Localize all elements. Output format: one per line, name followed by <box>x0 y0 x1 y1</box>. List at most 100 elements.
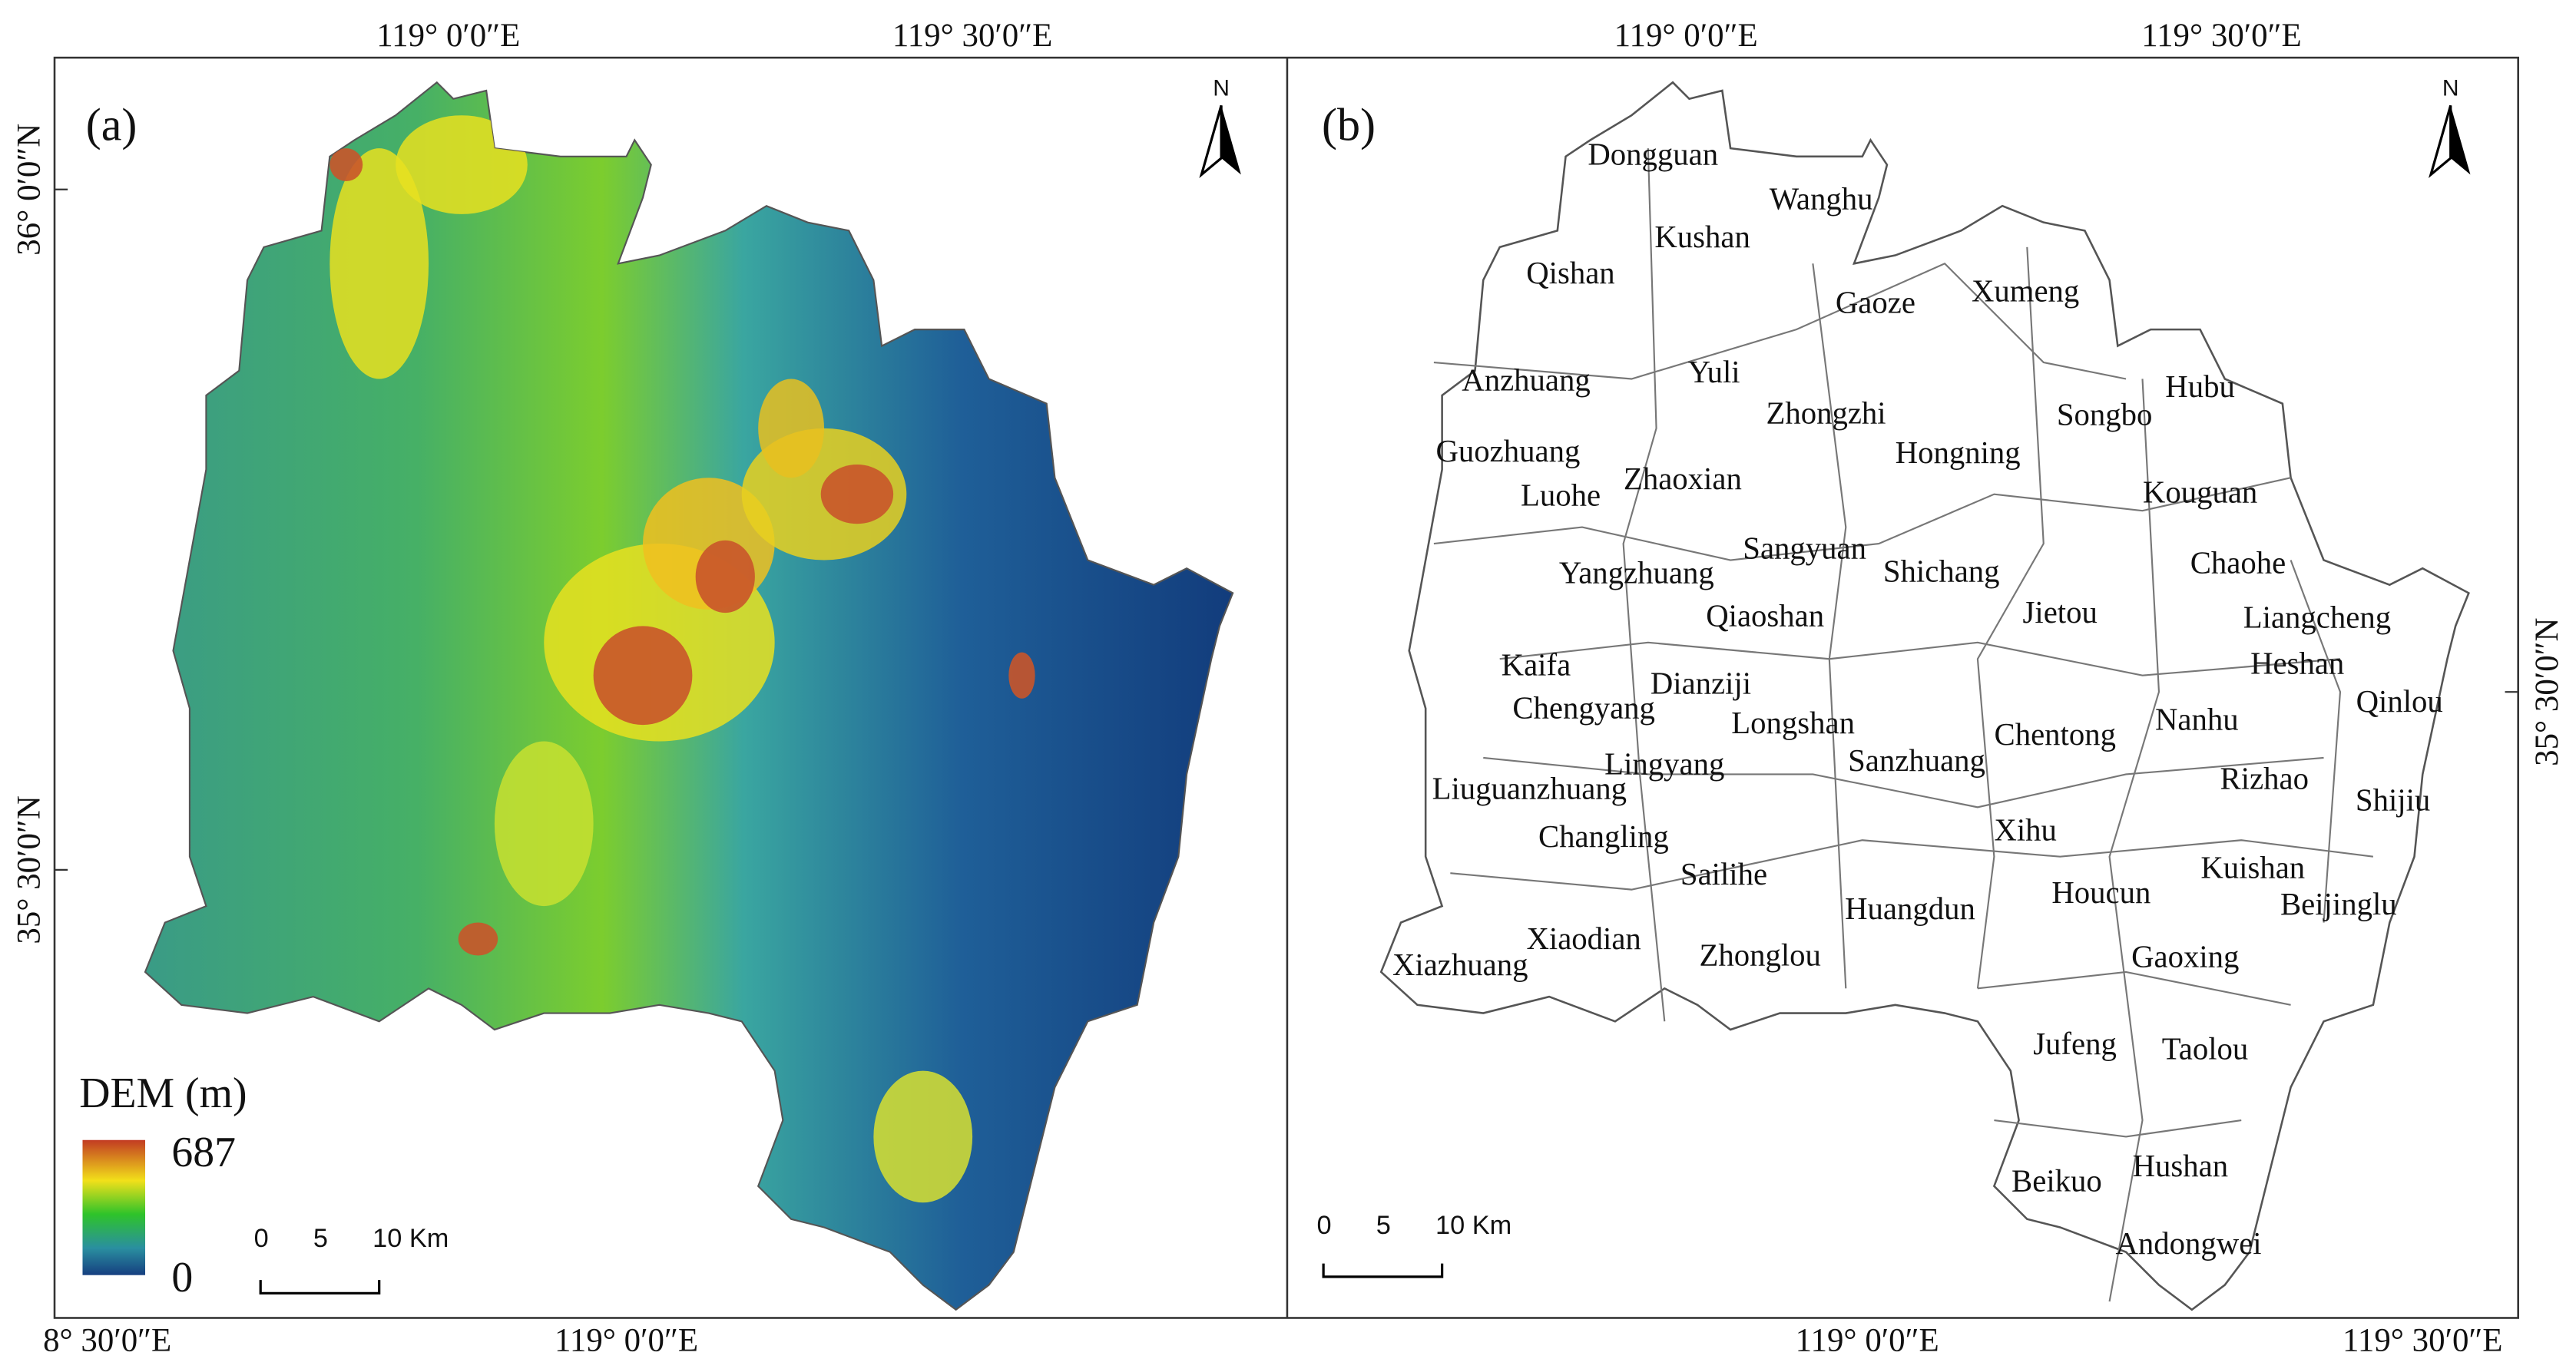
north-arrow <box>2428 104 2452 179</box>
town-label: Qiaoshan <box>1706 598 1824 633</box>
relief-peak <box>593 626 693 726</box>
town-label: Zhaoxian <box>1624 461 1742 496</box>
side-coordinate: 36° 0′0″N <box>12 124 48 256</box>
side-coordinate: 35° 30′0″N <box>12 795 48 944</box>
north-arrow-fill <box>2450 105 2471 175</box>
relief-peak <box>458 922 498 956</box>
scale-label: 0 <box>1317 1211 1332 1240</box>
bottom-coordinate: 8° 30′0″E <box>43 1322 171 1358</box>
scale-label: 0 <box>254 1224 269 1253</box>
township-boundary <box>2290 560 2342 923</box>
town-label: Heshan <box>2250 646 2344 681</box>
town-label: Yangzhuang <box>1559 556 1714 590</box>
legend-title: DEM (m) <box>79 1070 247 1117</box>
town-label: Liuguanzhuang <box>1432 772 1627 806</box>
bottom-coordinate: 119° 0′0″E <box>555 1322 698 1358</box>
town-label: Sailihe <box>1680 857 1767 891</box>
relief-high <box>329 148 429 379</box>
town-label: Chengyang <box>1512 690 1655 725</box>
relief-high <box>873 1070 973 1203</box>
town-label: Chaohe <box>2190 546 2286 580</box>
town-label: Hushan <box>2133 1149 2229 1183</box>
top-coordinate: 119° 30′0″E <box>2141 18 2301 54</box>
township-boundary <box>1812 263 1847 989</box>
relief-high <box>758 379 825 478</box>
town-label: Beijinglu <box>2280 887 2397 921</box>
town-label: Lingyang <box>1604 746 1724 781</box>
town-label: Liangcheng <box>2243 600 2391 634</box>
town-label: Kushan <box>1654 220 1750 254</box>
town-label: Chentong <box>1995 717 2116 752</box>
township-boundary <box>1499 641 2341 676</box>
town-label: Kuishan <box>2200 851 2305 885</box>
scale-label: 5 <box>313 1224 328 1253</box>
town-label: Xihu <box>1994 812 2057 847</box>
town-label: Beikuo <box>2011 1163 2102 1198</box>
town-label: Taolou <box>2162 1032 2249 1066</box>
legend-colorbar <box>82 1139 146 1275</box>
town-label: Zhonglou <box>1699 937 1820 972</box>
township-boundary <box>1483 756 2324 809</box>
town-label: Songbo <box>2057 398 2153 432</box>
town-label: Xumeng <box>1972 274 2079 309</box>
panel-label: (b) <box>1322 98 1376 150</box>
bottom-coordinate: 119° 0′0″E <box>1796 1322 1939 1358</box>
township-boundary <box>1976 246 2045 989</box>
town-label: Sangyuan <box>1743 531 1866 565</box>
town-label: Zhongzhi <box>1766 395 1886 430</box>
dem-relief <box>329 115 1035 1203</box>
town-label: Qishan <box>1526 256 1614 290</box>
north-label: N <box>1213 75 1230 101</box>
town-label: Anzhuang <box>1462 363 1590 398</box>
scale-label: 5 <box>1376 1211 1391 1240</box>
legend-min: 0 <box>171 1254 193 1301</box>
town-label: Huangdun <box>1845 891 1975 926</box>
town-label: Xiaodian <box>1526 921 1641 956</box>
relief-peak <box>1008 652 1035 699</box>
side-coordinate: 35° 30′0″N <box>2529 617 2565 766</box>
town-label: Changling <box>1538 819 1669 854</box>
township-boundary <box>1433 263 2127 380</box>
town-label: Qinlou <box>2356 684 2443 719</box>
town-label: Nanhu <box>2155 703 2239 737</box>
panel-label: (a) <box>86 98 137 150</box>
town-label: Dongguan <box>1588 137 1718 172</box>
relief-peak <box>695 540 755 613</box>
top-coordinate: 119° 0′0″E <box>376 18 520 54</box>
relief-high <box>494 741 594 907</box>
town-label: Shichang <box>1883 554 2000 588</box>
township-boundary <box>1450 839 2374 891</box>
town-label: Sanzhuang <box>1848 743 1985 778</box>
town-label: Luohe <box>1521 478 1601 513</box>
scale-label: 10 Km <box>1435 1211 1511 1240</box>
town-label: Gaoze <box>1836 286 1915 320</box>
relief-high <box>396 115 528 214</box>
town-label: Kaifa <box>1502 648 1571 683</box>
town-label: Wanghu <box>1770 181 1873 216</box>
town-label: Guozhuang <box>1436 434 1581 468</box>
town-label: Yuli <box>1688 355 1740 389</box>
township-boundary <box>1994 1119 2242 1138</box>
township-boundary <box>1433 477 2291 561</box>
north-label: N <box>2442 75 2459 101</box>
township-boundary <box>2108 379 2160 1302</box>
top-coordinate: 119° 0′0″E <box>1614 18 1758 54</box>
township-boundary <box>1622 148 1666 1022</box>
town-label: Xiazhuang <box>1392 947 1528 982</box>
north-arrow <box>1199 104 1223 179</box>
town-label: Jufeng <box>2033 1027 2117 1061</box>
town-label: Gaoxing <box>2131 939 2239 974</box>
town-label: Kouguan <box>2143 475 2257 509</box>
north-arrow-fill <box>1221 105 1241 175</box>
scale-bar <box>1322 1263 1444 1278</box>
legend-max: 687 <box>171 1129 236 1176</box>
town-label: Shijiu <box>2356 783 2430 818</box>
relief-peak <box>329 148 363 182</box>
town-label: Andongwei <box>2116 1226 2262 1261</box>
town-label: Dianziji <box>1651 666 1751 700</box>
relief-peak <box>820 465 894 524</box>
town-label: Rizhao <box>2220 762 2309 796</box>
scale-bar <box>259 1280 381 1295</box>
town-label: Longshan <box>1731 706 1855 740</box>
